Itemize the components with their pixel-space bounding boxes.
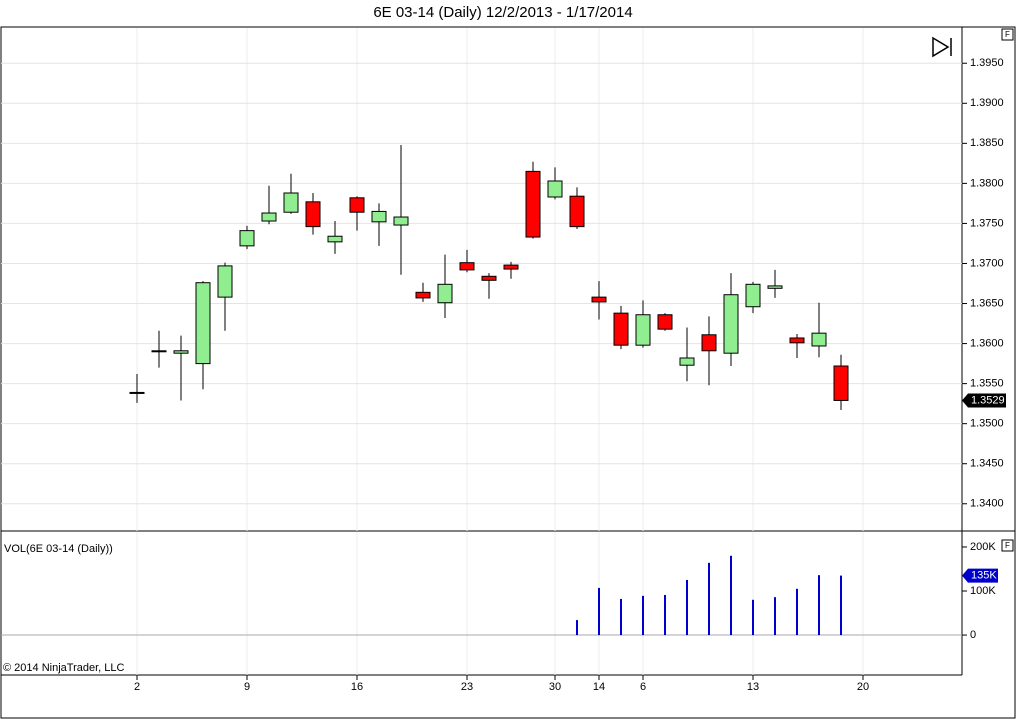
candle-body <box>415 291 431 299</box>
candle-body <box>723 294 739 354</box>
candle-body <box>151 350 167 353</box>
candle-body <box>547 180 563 198</box>
last-price-label: 1.3529 <box>971 394 1005 406</box>
x-tick-label: 14 <box>593 681 605 693</box>
candle-body <box>305 201 321 228</box>
x-tick-label: 23 <box>461 681 473 693</box>
y-tick-label: 1.3450 <box>970 458 1004 470</box>
y-tick-label: 200K <box>970 541 996 553</box>
y-tick-label: 1.3950 <box>970 57 1004 69</box>
candle-body <box>635 314 651 346</box>
y-tick-label: 1.3800 <box>970 177 1004 189</box>
candle-body <box>195 282 211 365</box>
volume-bar <box>598 587 600 636</box>
candle-body <box>745 283 761 308</box>
candle-body <box>173 350 189 354</box>
candle-body <box>283 192 299 213</box>
x-tick-label: 13 <box>747 681 759 693</box>
scroll-end-button[interactable] <box>932 36 952 58</box>
volume-tag-label: 135K <box>971 570 997 582</box>
frame <box>0 26 1016 719</box>
svg-text:F: F <box>1005 30 1010 39</box>
candle-body <box>437 283 453 304</box>
candle-body <box>767 285 783 289</box>
candle-body <box>393 216 409 226</box>
y-tick-label: 0 <box>970 629 976 641</box>
y-tick-label: 1.3550 <box>970 378 1004 390</box>
volume-bar <box>796 588 798 636</box>
volume-bar <box>642 595 644 636</box>
candle-body <box>129 391 145 394</box>
f-box[interactable]: F <box>1001 539 1014 552</box>
volume-bar <box>818 575 820 636</box>
candle-body <box>789 337 805 344</box>
x-tick-label: 20 <box>857 681 869 693</box>
candle-body <box>261 212 277 222</box>
y-tick-label: 1.3600 <box>970 337 1004 349</box>
x-tick-label: 2 <box>134 681 140 693</box>
candle-body <box>217 265 233 298</box>
volume-bar <box>708 562 710 636</box>
candle-body <box>591 296 607 303</box>
x-tick-label: 6 <box>640 681 646 693</box>
y-tick-label: 100K <box>970 585 996 597</box>
volume-bar <box>620 598 622 636</box>
candle-body <box>327 235 343 243</box>
volume-bar <box>686 580 688 636</box>
candle-body <box>657 314 673 330</box>
volume-bar <box>774 597 776 636</box>
candle-body <box>459 262 475 271</box>
y-tick-label: 1.3900 <box>970 97 1004 109</box>
copyright: © 2014 NinjaTrader, LLC <box>3 662 124 674</box>
volume-bar <box>576 620 578 636</box>
candle-body <box>569 195 585 228</box>
candle-body <box>503 264 519 270</box>
volume-bar <box>840 575 842 636</box>
y-tick-label: 1.3700 <box>970 257 1004 269</box>
candle-body <box>679 357 695 366</box>
volume-title: VOL(6E 03-14 (Daily)) <box>4 543 113 555</box>
x-tick-label: 9 <box>244 681 250 693</box>
candle-body <box>833 365 849 401</box>
volume-bar <box>664 594 666 636</box>
chart-title: 6E 03-14 (Daily) 12/2/2013 - 1/17/2014 <box>373 4 632 21</box>
y-tick-label: 1.3850 <box>970 137 1004 149</box>
volume-bar <box>730 555 732 636</box>
candle-body <box>613 312 629 346</box>
f-box[interactable]: F <box>1001 28 1014 41</box>
candle-body <box>349 197 365 213</box>
volume-bar <box>752 599 754 636</box>
y-tick-label: 1.3400 <box>970 498 1004 510</box>
candle-body <box>701 334 717 352</box>
candle-body <box>239 230 255 247</box>
y-tick-label: 1.3500 <box>970 418 1004 430</box>
x-tick-label: 30 <box>549 681 561 693</box>
last-price-tag <box>962 393 1006 408</box>
volume-tag <box>962 568 998 583</box>
x-tick-label: 16 <box>351 681 363 693</box>
candle-body <box>371 210 387 223</box>
y-tick-label: 1.3650 <box>970 297 1004 309</box>
y-tick-label: 1.3750 <box>970 217 1004 229</box>
candle-body <box>525 170 541 238</box>
svg-text:F: F <box>1005 541 1010 550</box>
candle-body <box>811 332 827 347</box>
candle-body <box>481 275 497 281</box>
